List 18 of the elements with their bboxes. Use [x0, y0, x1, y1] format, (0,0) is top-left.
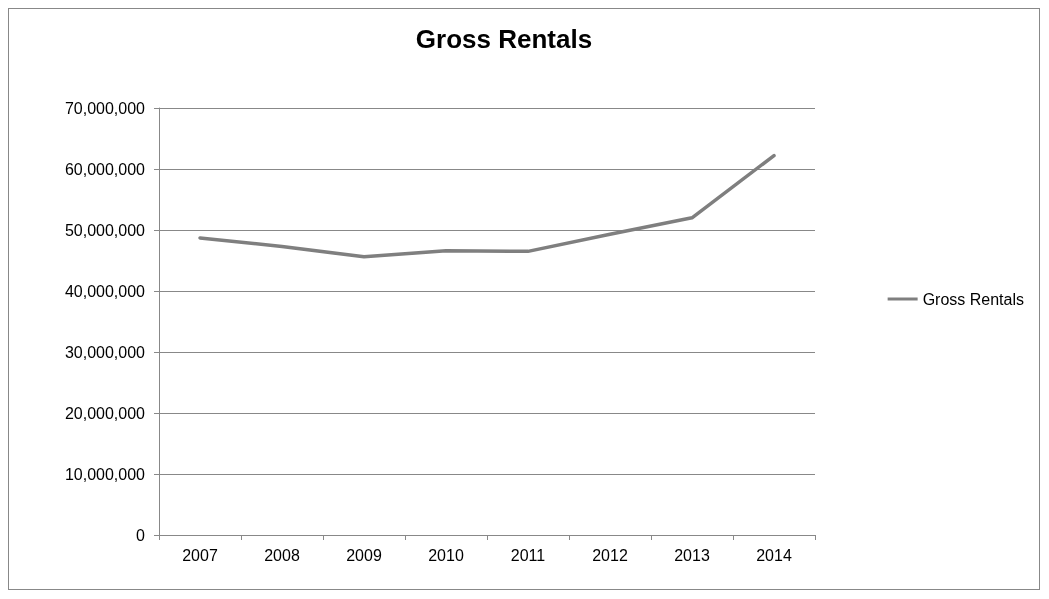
x-tick-label: 2012 — [592, 546, 628, 564]
legend-label: Gross Rentals — [922, 290, 1025, 308]
y-tick-label: 0 — [136, 526, 146, 544]
x-tick-label: 2007 — [182, 546, 218, 564]
x-tick-label: 2014 — [756, 546, 792, 564]
y-tick-label: 30,000,000 — [64, 343, 146, 361]
x-tick-label: 2008 — [264, 546, 300, 564]
x-tick-label: 2011 — [510, 546, 546, 564]
x-tick-label: 2010 — [428, 546, 464, 564]
x-tick-label: 2013 — [674, 546, 710, 564]
y-tick-label: 10,000,000 — [64, 465, 146, 483]
chart-title: Gross Rentals — [415, 24, 593, 54]
y-tick-label: 50,000,000 — [64, 221, 146, 239]
y-tick-label: 40,000,000 — [64, 282, 146, 300]
y-tick-label: 70,000,000 — [64, 99, 146, 117]
x-tick-label: 2009 — [346, 546, 382, 564]
y-tick-label: 60,000,000 — [64, 160, 146, 178]
y-tick-label: 20,000,000 — [64, 404, 146, 422]
